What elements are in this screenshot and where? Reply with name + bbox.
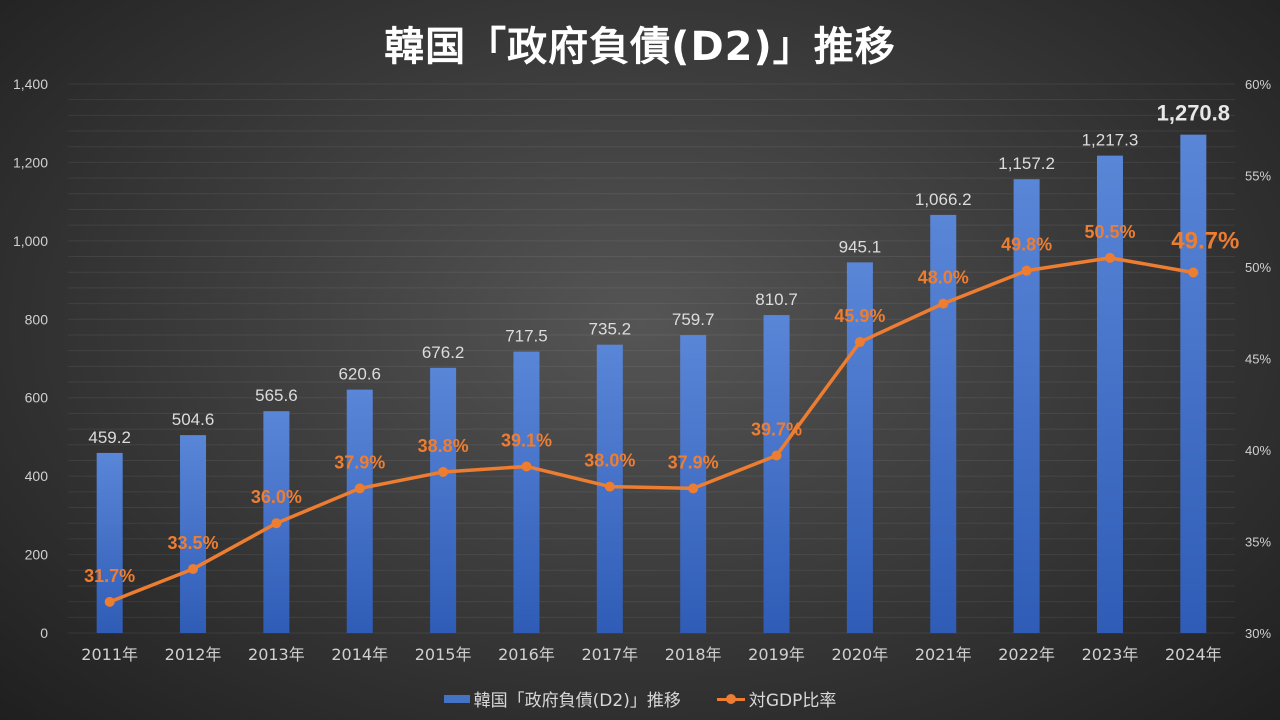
ratio-point xyxy=(771,450,782,461)
bar-value-label: 735.2 xyxy=(589,320,632,339)
bar xyxy=(930,214,957,634)
x-tick-label: 2023年 xyxy=(1082,645,1139,664)
bar xyxy=(846,262,873,633)
y-left-tick-label: 1,000 xyxy=(13,233,48,249)
x-tick-label: 2020年 xyxy=(832,645,889,664)
y-left-tick-label: 0 xyxy=(40,625,48,641)
ratio-value-label: 49.7% xyxy=(1171,227,1239,254)
bar-value-label: 945.1 xyxy=(839,237,882,256)
ratio-value-label: 39.1% xyxy=(501,430,552,450)
bar xyxy=(1013,179,1040,633)
bar-value-label: 620.6 xyxy=(338,365,381,384)
bar xyxy=(513,351,540,633)
ratio-value-label: 36.0% xyxy=(251,487,302,507)
ratio-point xyxy=(521,461,532,472)
y-left-tick-label: 1,200 xyxy=(13,154,48,170)
y-right-tick-label: 55% xyxy=(1245,169,1271,184)
y-right-tick-label: 30% xyxy=(1245,626,1271,641)
x-tick-label: 2013年 xyxy=(248,645,305,664)
ratio-value-label: 31.7% xyxy=(84,566,135,586)
legend-line-swatch xyxy=(716,693,745,704)
ratio-point xyxy=(604,481,615,492)
x-tick-label: 2016年 xyxy=(498,645,555,664)
ratio-value-label: 49.8% xyxy=(1001,235,1052,255)
bar xyxy=(346,389,373,633)
ratio-point xyxy=(1188,267,1199,278)
ratio-value-label: 38.8% xyxy=(418,436,469,456)
ratio-point xyxy=(854,337,865,348)
ratio-point xyxy=(104,596,115,607)
y-left-tick-label: 800 xyxy=(25,311,49,327)
legend-item-debt[interactable]: 韓国「政府負債(D2)」推移 xyxy=(443,686,681,711)
y-right-tick-label: 45% xyxy=(1245,352,1271,367)
legend-bar-swatch xyxy=(443,694,470,703)
x-tick-label: 2022年 xyxy=(998,645,1055,664)
x-tick-label: 2014年 xyxy=(331,645,388,664)
ratio-point xyxy=(188,563,199,574)
ratio-point xyxy=(438,466,449,477)
ratio-point xyxy=(354,483,365,494)
x-tick-label: 2018年 xyxy=(665,645,722,664)
ratio-point xyxy=(688,483,699,494)
bar xyxy=(1180,134,1207,633)
ratio-point xyxy=(1104,252,1115,263)
bar-value-label: 1,157.2 xyxy=(998,154,1055,173)
legend-item-ratio[interactable]: 対GDP比率 xyxy=(716,686,837,711)
y-right-tick-label: 35% xyxy=(1245,535,1271,550)
chart-title: 韓国「政府負債(D2)」推移 xyxy=(384,24,896,70)
ratio-value-label: 48.0% xyxy=(918,268,969,288)
ratio-point xyxy=(938,298,949,309)
y-left-tick-label: 1,400 xyxy=(13,76,48,92)
x-tick-label: 2011年 xyxy=(81,645,138,664)
ratio-value-label: 50.5% xyxy=(1084,222,1135,242)
y-left-tick-label: 200 xyxy=(25,547,49,563)
bar xyxy=(763,315,790,633)
ratio-value-label: 38.0% xyxy=(584,451,635,471)
y-left-tick-label: 400 xyxy=(25,468,49,484)
bar xyxy=(1096,155,1123,633)
bar-value-label: 676.2 xyxy=(422,343,465,362)
bar-value-label: 759.7 xyxy=(672,310,715,329)
x-tick-label: 2012年 xyxy=(165,645,222,664)
ratio-line xyxy=(109,256,1194,604)
bar-value-label: 459.2 xyxy=(88,428,131,447)
ratio-value-label: 39.7% xyxy=(751,419,802,439)
legend-label: 対GDP比率 xyxy=(748,691,837,711)
bar-value-label: 504.6 xyxy=(172,410,215,429)
bar-value-label: 1,270.8 xyxy=(1157,101,1230,126)
bar-value-label: 810.7 xyxy=(755,290,798,309)
bar xyxy=(430,367,457,633)
legend-label: 韓国「政府負債(D2)」推移 xyxy=(473,691,681,711)
bar-value-label: 1,217.3 xyxy=(1082,131,1139,150)
ratio-value-label: 33.5% xyxy=(168,533,219,553)
ratio-value-label: 37.9% xyxy=(334,452,385,472)
y-right-tick-label: 60% xyxy=(1245,77,1271,92)
ratio-value-label: 45.9% xyxy=(834,306,885,326)
ratio-value-label: 37.9% xyxy=(668,452,719,472)
bar-value-label: 1,066.2 xyxy=(915,190,972,209)
bar-value-label: 565.6 xyxy=(255,386,298,405)
x-tick-label: 2019年 xyxy=(748,645,805,664)
y-left-tick-label: 600 xyxy=(25,390,49,406)
x-tick-label: 2021年 xyxy=(915,645,972,664)
x-tick-label: 2017年 xyxy=(581,645,638,664)
ratio-point xyxy=(1021,265,1032,276)
ratio-point xyxy=(271,518,282,529)
y-right-tick-label: 50% xyxy=(1245,260,1271,275)
bar xyxy=(180,435,207,633)
x-tick-label: 2024年 xyxy=(1165,645,1222,664)
y-right-tick-label: 40% xyxy=(1245,443,1271,458)
legend: 韓国「政府負債(D2)」推移 対GDP比率 xyxy=(0,686,1280,711)
x-tick-label: 2015年 xyxy=(415,645,472,664)
bar-value-label: 717.5 xyxy=(505,327,548,346)
